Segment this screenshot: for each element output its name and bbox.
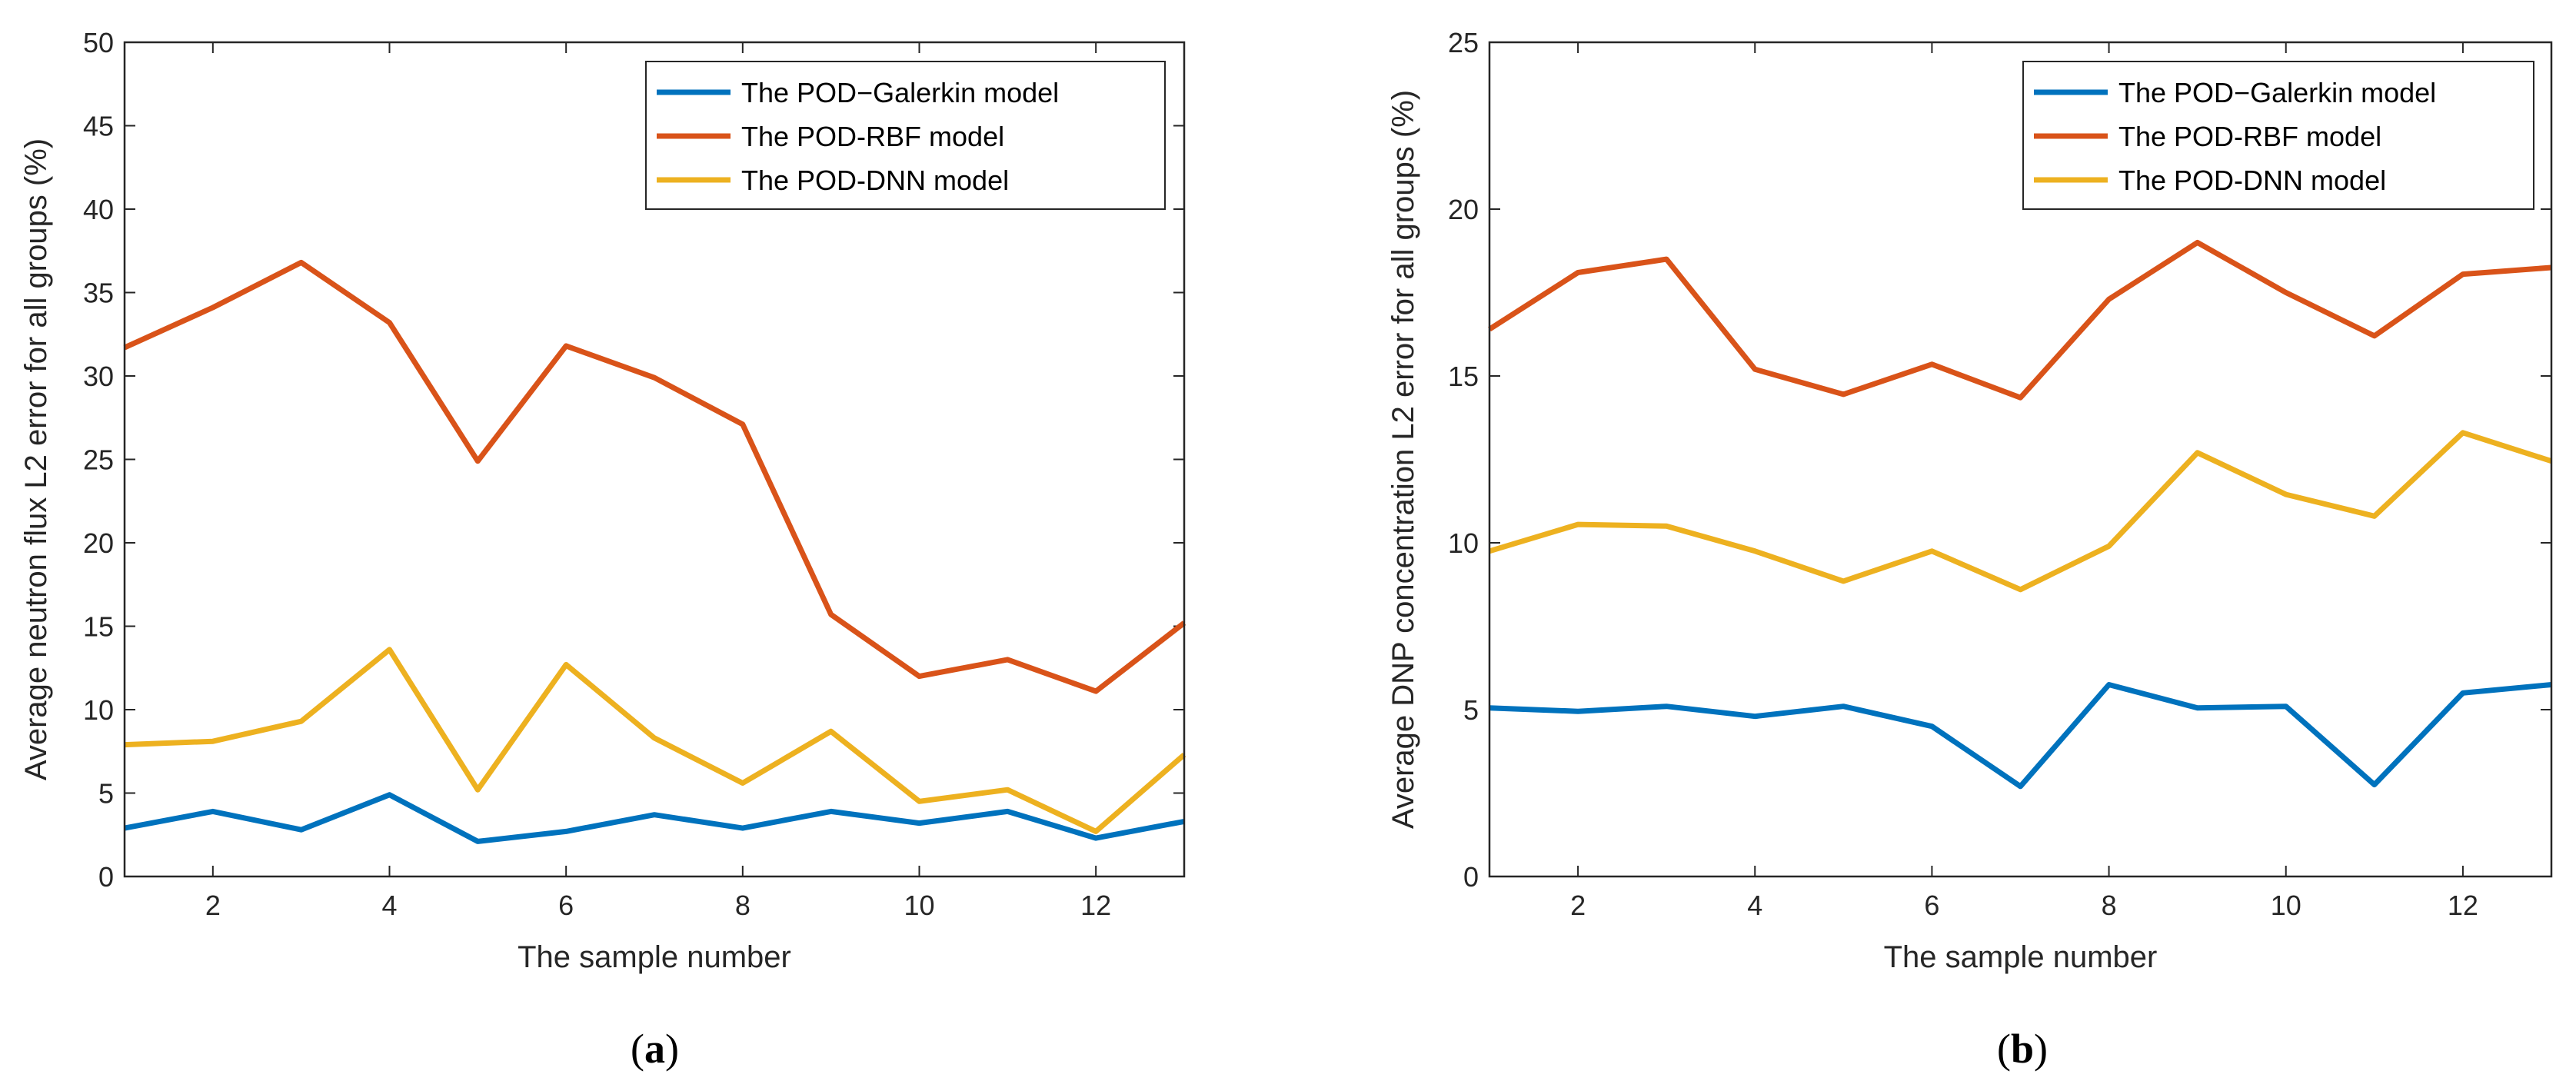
- series-line-2: [123, 259, 1186, 694]
- legend-entry-3: The POD-DNN model: [2118, 165, 2386, 196]
- x-tick-label: 4: [381, 890, 397, 921]
- x-axis-label: The sample number: [1884, 940, 2158, 974]
- series-line-1: [124, 792, 1185, 844]
- chart-panel-a: 0 5 10 15 20 25 30 35 40 45 50 2 4 6 8 10 12 The sample n…: [19, 27, 1186, 1072]
- x-tick-label: 2: [1570, 890, 1586, 921]
- axes-frame: [1488, 41, 2553, 878]
- x-axis-label: The sample number: [518, 940, 791, 974]
- legend-entry-3: The POD-DNN model: [741, 165, 1009, 196]
- legend-entry-1: The POD−Galerkin model: [2118, 77, 2436, 108]
- y-tick-label: 40: [83, 194, 114, 225]
- x-tick-label: 8: [735, 890, 751, 921]
- legend-entry-2: The POD-RBF model: [741, 121, 1004, 152]
- panel-label-letter: a: [644, 1026, 665, 1072]
- x-tick-label: 6: [558, 890, 574, 921]
- panel-label: (b): [1997, 1026, 2048, 1072]
- x-tick-label: 10: [904, 890, 934, 921]
- y-tick-label: 15: [83, 611, 114, 643]
- legend-box: [2022, 61, 2534, 210]
- y-tick-label: 25: [1448, 27, 1479, 58]
- series-line-1: [1489, 682, 2552, 790]
- y-tick-label: 20: [83, 527, 114, 559]
- series-line-3: [124, 647, 1186, 834]
- y-tick-label: 30: [83, 361, 114, 392]
- x-tick-label: 10: [2271, 890, 2301, 921]
- panel-label-letter: b: [2011, 1026, 2034, 1072]
- panel-label-open: (: [631, 1026, 644, 1072]
- legend: The POD−Galerkin model The POD-RBF model T…: [645, 61, 1166, 210]
- x-tick-label: 2: [205, 890, 221, 921]
- legend: The POD−Galerkin model The POD-RBF model T…: [2022, 61, 2534, 210]
- series-line-3: [1488, 430, 2553, 593]
- y-axis-label: Average neutron flux L2 error for all gr…: [19, 138, 53, 780]
- x-tick-label: 8: [2102, 890, 2117, 921]
- panel-label: (a): [631, 1026, 679, 1072]
- x-tick-label: 12: [2448, 890, 2478, 921]
- series-line-2: [1488, 239, 2552, 401]
- y-tick-label: 0: [1463, 861, 1479, 893]
- y-tick-label: 45: [83, 111, 114, 142]
- y-tick-label: 15: [1448, 361, 1479, 392]
- x-tick-label: 12: [1080, 890, 1111, 921]
- panel-label-close: ): [2034, 1026, 2048, 1072]
- panel-label-close: ): [665, 1026, 679, 1072]
- y-tick-label: 10: [83, 694, 114, 726]
- y-tick-label: 50: [83, 27, 114, 58]
- y-tick-label: 0: [98, 861, 114, 893]
- y-tick-label: 25: [83, 444, 114, 476]
- panel-label-open: (: [1997, 1026, 2011, 1072]
- legend-box: [645, 61, 1166, 210]
- axes-frame: [123, 41, 1186, 878]
- y-tick-label: 5: [98, 778, 114, 810]
- x-tick-label: 6: [1924, 890, 1939, 921]
- y-tick-label: 5: [1463, 694, 1479, 726]
- y-tick-label: 10: [1448, 527, 1479, 559]
- y-tick-label: 20: [1448, 194, 1479, 225]
- y-axis-label: Average DNP concentration L2 error for a…: [1386, 90, 1420, 829]
- y-tick-label: 35: [83, 278, 114, 309]
- legend-entry-2: The POD-RBF model: [2118, 121, 2381, 152]
- x-tick-label: 4: [1747, 890, 1762, 921]
- chart-panel-b: 0 5 10 15 20 25 2 4 6 8 10 12 The sample number Avera…: [1386, 27, 2553, 1072]
- legend-entry-1: The POD−Galerkin model: [741, 77, 1059, 108]
